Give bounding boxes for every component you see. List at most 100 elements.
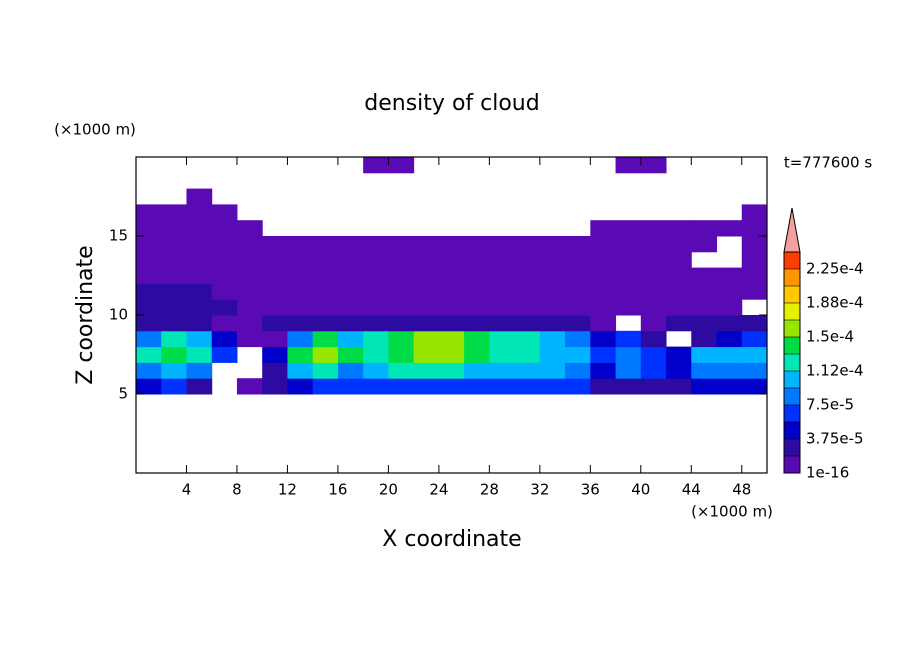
contour-cell [287, 378, 314, 395]
contour-cell [590, 283, 617, 300]
contour-cell [716, 267, 743, 284]
contour-cell [691, 236, 718, 253]
contour-cell [565, 378, 591, 395]
contour-cell [388, 299, 415, 316]
contour-cell [262, 315, 288, 332]
contour-cell [287, 330, 314, 348]
colorbar-band [784, 269, 800, 286]
contour-cell [640, 362, 667, 379]
contour-cell [590, 378, 617, 395]
contour-cell [514, 346, 541, 363]
contour-cell [388, 283, 415, 300]
contour-cell [363, 330, 389, 348]
contour-cell [136, 330, 162, 348]
contour-cell [590, 299, 617, 316]
contour-cell [464, 330, 490, 348]
colorbar-band [784, 405, 800, 422]
contour-cell [716, 378, 743, 395]
contour-cell [287, 299, 314, 316]
contour-cell [262, 362, 288, 379]
colorbar-band [784, 320, 800, 337]
y-unit: (×1000 m) [54, 121, 136, 139]
x-tick-label: 40 [631, 481, 650, 499]
x-tick-label: 16 [328, 481, 347, 499]
contour-cell [337, 267, 364, 284]
contour-cell [136, 346, 162, 363]
contour-cell [337, 236, 364, 253]
contour-cell [388, 378, 415, 395]
contour-cell [363, 346, 389, 363]
contour-cell [136, 315, 162, 332]
contour-cell [312, 315, 339, 332]
contour-cell [161, 330, 187, 348]
contour-cell [388, 157, 415, 174]
contour-cell [666, 346, 692, 363]
contour-cell [262, 378, 288, 395]
contour-cell [337, 251, 364, 269]
contour-cell [236, 299, 263, 316]
contour-cell [565, 330, 591, 348]
colorbar-band [784, 422, 800, 439]
contour-cell [388, 267, 415, 284]
contour-cell [262, 346, 288, 363]
contour-cell [136, 267, 162, 284]
contour-cell [590, 220, 617, 237]
contour-cell [489, 267, 516, 284]
contour-cell [514, 283, 541, 300]
contour-cell [363, 236, 389, 253]
contour-cell [716, 315, 743, 332]
contour-cell [388, 315, 415, 332]
contour-cell [136, 362, 162, 379]
contour-cell [413, 330, 440, 348]
colorbar-label: 3.75e-5 [806, 430, 864, 448]
contour-cell [413, 236, 440, 253]
contour-cell [666, 299, 692, 316]
contour-cell [666, 315, 692, 332]
contour-cell [741, 204, 768, 221]
contour-cell [666, 220, 692, 237]
contour-cell [539, 378, 566, 395]
contour-cell [186, 362, 213, 379]
contour-cell [262, 267, 288, 284]
contour-cell [186, 378, 213, 395]
contour-cell [666, 378, 692, 395]
annotation: t=777600 s [784, 154, 872, 172]
contour-cell [514, 236, 541, 253]
contour-cell [211, 283, 238, 300]
contour-cell [186, 204, 213, 221]
contour-cell [464, 251, 490, 269]
contour-cell [186, 236, 213, 253]
contour-cell [136, 204, 162, 221]
colorbar-band [784, 337, 800, 354]
colorbar-band [784, 303, 800, 320]
x-tick-label: 4 [182, 481, 192, 499]
contour-cell [539, 236, 566, 253]
colorbar-band [784, 439, 800, 456]
x-tick-label: 24 [429, 481, 448, 499]
contour-cell [741, 236, 768, 253]
x-tick-label: 28 [480, 481, 499, 499]
contour-cell [539, 346, 566, 363]
contour-cell [464, 236, 490, 253]
contour-cell [640, 267, 667, 284]
contour-cell [337, 362, 364, 379]
contour-cell [337, 378, 364, 395]
contour-cell [489, 236, 516, 253]
contour-cell [438, 346, 465, 363]
contour-cell [590, 362, 617, 379]
contour-cell [363, 362, 389, 379]
contour-cell [186, 220, 213, 237]
contour-cell [615, 157, 642, 174]
contour-cell [615, 267, 642, 284]
contour-cell [287, 236, 314, 253]
y-axis-label: Z coordinate [73, 245, 98, 384]
contour-cell [186, 251, 213, 269]
contour-cell [236, 283, 263, 300]
contour-cell [741, 267, 768, 284]
contour-cell [691, 362, 718, 379]
contour-cell [539, 315, 566, 332]
contour-cell [489, 251, 516, 269]
colorbar-label: 1.88e-4 [806, 294, 864, 312]
contour-cell [438, 299, 465, 316]
contour-cell [565, 236, 591, 253]
